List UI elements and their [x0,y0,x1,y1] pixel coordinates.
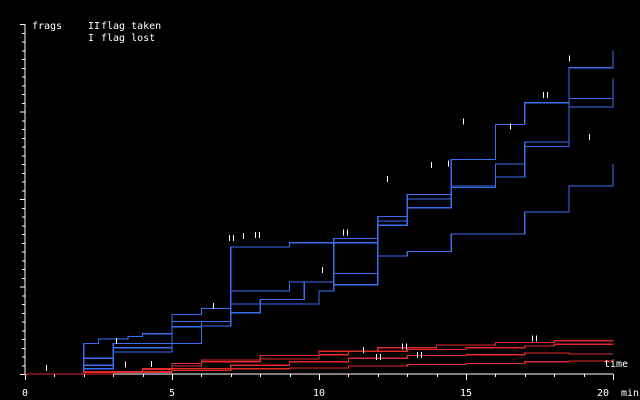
x-tick-label-0: 0 [22,388,28,399]
legend-taken-label: flag taken [101,21,161,32]
series-line-blue-4 [25,164,614,375]
legend-taken-symbol: II [88,21,100,32]
series-line-blue-3 [25,78,614,375]
x-tick-label-10: 10 [313,388,325,399]
x-axis-label: time [604,359,628,370]
y-axis-label: frags [32,21,62,32]
legend-lost-symbol: I [88,33,94,44]
series-line-red-6 [25,343,614,375]
series-line-red-8 [25,360,614,375]
series-line-blue-1 [25,50,614,375]
x-tick-label-20: 20 [597,388,609,399]
x-tick-label-15: 15 [460,388,472,399]
series-line-blue-2 [25,80,614,375]
x-tick-label-5: 5 [169,388,175,399]
x-axis-unit: min [621,388,639,399]
legend-lost-label: flag lost [101,33,155,44]
